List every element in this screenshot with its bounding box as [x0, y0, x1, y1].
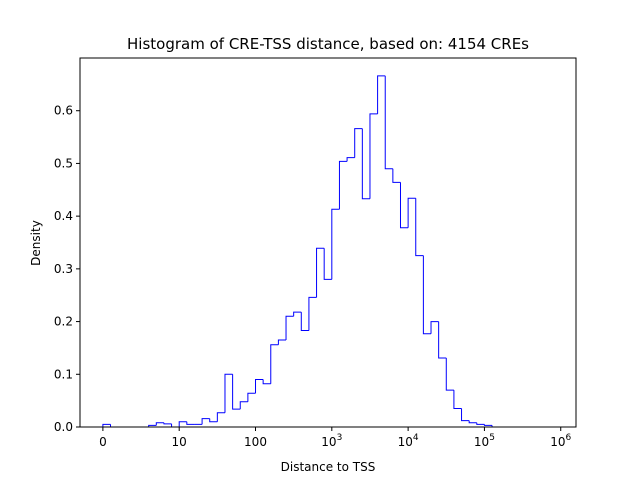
y-tick-label: 0.2 [54, 315, 73, 329]
histogram-bin-8 [163, 422, 172, 425]
histogram-bin-38 [392, 168, 401, 183]
y-tick-label: 0.1 [54, 367, 73, 381]
histogram-bin-32 [346, 157, 355, 162]
histogram-bin-13 [201, 418, 210, 425]
histogram-bin-19 [247, 392, 256, 402]
x-tick-label: 105 [474, 433, 495, 449]
y-tick-label: 0.6 [54, 104, 73, 118]
x-axis-label: Distance to TSS [281, 460, 376, 474]
histogram-bin-27 [308, 296, 317, 331]
histogram-bin-30 [331, 208, 340, 280]
histogram-bin-37 [384, 75, 393, 170]
y-axis: 0.0 0.1 0.2 0.3 0.4 0.5 0.6 [54, 104, 80, 434]
histogram-bin-50 [483, 424, 493, 426]
histogram-bin-6 [148, 424, 157, 427]
histogram-bin-40 [407, 197, 416, 228]
histogram-bin-11 [186, 421, 195, 425]
histogram-bin-26 [300, 312, 309, 332]
histogram-bin-18 [239, 401, 248, 410]
histogram-bin-0 [102, 423, 111, 427]
histogram-bin-20 [255, 379, 264, 394]
histogram-bin-36 [377, 75, 386, 114]
y-tick-label: 0.5 [54, 156, 73, 170]
y-axis-label: Density [29, 220, 43, 266]
histogram-bin-39 [399, 182, 409, 229]
histogram-bin-14 [209, 418, 218, 423]
histogram-bin-21 [262, 379, 271, 385]
histogram-bin-33 [354, 128, 363, 158]
x-tick-label: 103 [321, 433, 342, 449]
y-tick-label: 0.4 [54, 209, 73, 223]
histogram-bin-35 [369, 113, 378, 199]
histogram-bin-17 [232, 374, 241, 410]
plot-area [102, 75, 493, 428]
x-tick-label: 0 [99, 435, 107, 449]
histogram-bin-46 [453, 390, 462, 410]
histogram-bin-44 [438, 321, 447, 359]
histogram-bin-22 [270, 344, 279, 384]
x-tick-label: 10 [172, 435, 187, 449]
histogram-bin-7 [155, 422, 164, 426]
histogram-bin-49 [476, 422, 485, 425]
y-tick-label: 0.3 [54, 262, 73, 276]
histogram-bin-24 [285, 315, 294, 341]
plot-frame [79, 57, 577, 428]
histogram-bin-31 [338, 160, 348, 210]
histogram-bin-15 [216, 412, 225, 422]
histogram-bin-34 [361, 128, 370, 200]
histogram-bin-10 [178, 421, 187, 427]
histogram-bin-25 [293, 311, 302, 317]
histogram-bin-43 [430, 321, 439, 334]
histogram-bin-16 [224, 373, 233, 413]
histogram-bin-47 [461, 408, 470, 422]
histogram-bin-29 [323, 248, 332, 280]
histogram-bin-28 [316, 247, 325, 298]
chart-title: Histogram of CRE-TSS distance, based on:… [127, 35, 529, 53]
histogram-bin-23 [277, 339, 287, 345]
x-tick-label: 104 [398, 433, 419, 449]
x-tick-label: 106 [550, 433, 571, 449]
x-axis: 0 10 100 103 104 105 106 [99, 427, 572, 449]
histogram-bin-48 [468, 420, 477, 424]
x-tick-label: 100 [244, 435, 267, 449]
y-tick-label: 0.0 [54, 420, 73, 434]
histogram-bin-41 [415, 198, 424, 257]
histogram-bin-42 [422, 255, 432, 335]
histogram-bin-45 [445, 357, 454, 391]
